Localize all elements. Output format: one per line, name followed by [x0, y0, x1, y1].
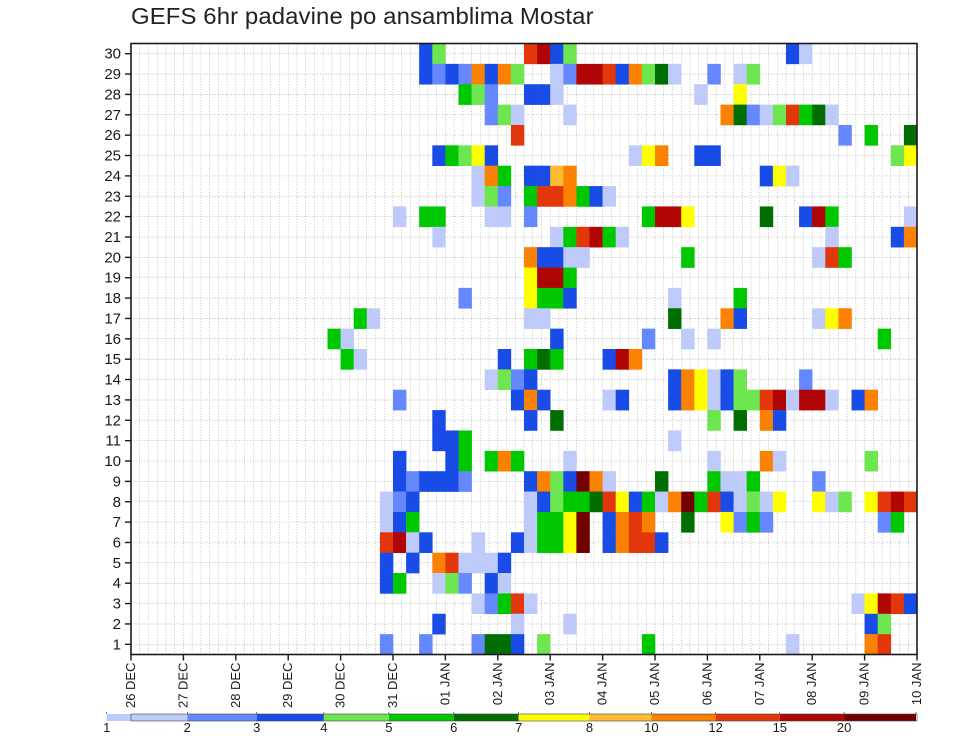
svg-text:18: 18: [104, 290, 121, 307]
svg-text:26: 26: [104, 127, 121, 144]
svg-text:02 JAN: 02 JAN: [490, 663, 505, 706]
svg-text:14: 14: [104, 372, 121, 389]
svg-text:05 JAN: 05 JAN: [647, 663, 662, 706]
svg-text:30 DEC: 30 DEC: [333, 663, 348, 709]
svg-text:12: 12: [104, 412, 121, 429]
svg-text:20: 20: [837, 720, 851, 735]
svg-text:29: 29: [104, 66, 121, 83]
svg-text:11: 11: [105, 433, 121, 450]
svg-text:6: 6: [450, 720, 457, 735]
svg-text:03 JAN: 03 JAN: [542, 663, 557, 706]
svg-text:07 JAN: 07 JAN: [752, 663, 767, 706]
svg-text:29 DEC: 29 DEC: [280, 663, 295, 709]
svg-text:3: 3: [113, 596, 121, 613]
svg-text:1: 1: [103, 720, 110, 735]
svg-text:21: 21: [104, 229, 121, 246]
svg-text:04 JAN: 04 JAN: [595, 663, 610, 706]
svg-text:01 JAN: 01 JAN: [437, 663, 452, 706]
svg-text:20: 20: [104, 249, 121, 266]
svg-text:10: 10: [104, 453, 121, 470]
svg-text:30: 30: [104, 46, 121, 63]
svg-text:15: 15: [104, 351, 121, 368]
svg-text:2: 2: [113, 616, 121, 633]
svg-text:25: 25: [104, 148, 121, 165]
svg-text:24: 24: [104, 168, 121, 185]
svg-text:26 DEC: 26 DEC: [123, 663, 138, 709]
svg-text:3: 3: [253, 720, 260, 735]
svg-text:10: 10: [644, 720, 658, 735]
svg-text:31 DEC: 31 DEC: [385, 663, 400, 709]
svg-text:5: 5: [113, 555, 121, 572]
svg-text:13: 13: [104, 392, 121, 409]
svg-text:4: 4: [113, 575, 121, 592]
svg-text:15: 15: [773, 720, 787, 735]
svg-text:27: 27: [104, 107, 121, 124]
svg-text:23: 23: [104, 188, 121, 205]
svg-text:8: 8: [113, 494, 121, 511]
svg-text:08 JAN: 08 JAN: [804, 663, 819, 706]
svg-text:22: 22: [104, 209, 121, 226]
svg-text:27 DEC: 27 DEC: [175, 663, 190, 709]
svg-text:2: 2: [184, 720, 191, 735]
svg-text:06 JAN: 06 JAN: [699, 663, 714, 706]
svg-text:9: 9: [113, 473, 121, 490]
svg-text:4: 4: [320, 720, 327, 735]
svg-text:10 JAN: 10 JAN: [909, 663, 924, 706]
svg-text:6: 6: [113, 534, 121, 551]
svg-text:19: 19: [104, 270, 121, 287]
svg-text:28 DEC: 28 DEC: [228, 663, 243, 709]
svg-text:8: 8: [586, 720, 593, 735]
svg-text:5: 5: [385, 720, 392, 735]
svg-text:17: 17: [104, 310, 121, 327]
svg-text:12: 12: [708, 720, 722, 735]
svg-text:7: 7: [515, 720, 522, 735]
svg-text:28: 28: [104, 86, 121, 103]
svg-text:1: 1: [113, 636, 121, 653]
svg-text:16: 16: [104, 331, 121, 348]
svg-text:09 JAN: 09 JAN: [857, 663, 872, 706]
svg-text:7: 7: [113, 514, 121, 531]
